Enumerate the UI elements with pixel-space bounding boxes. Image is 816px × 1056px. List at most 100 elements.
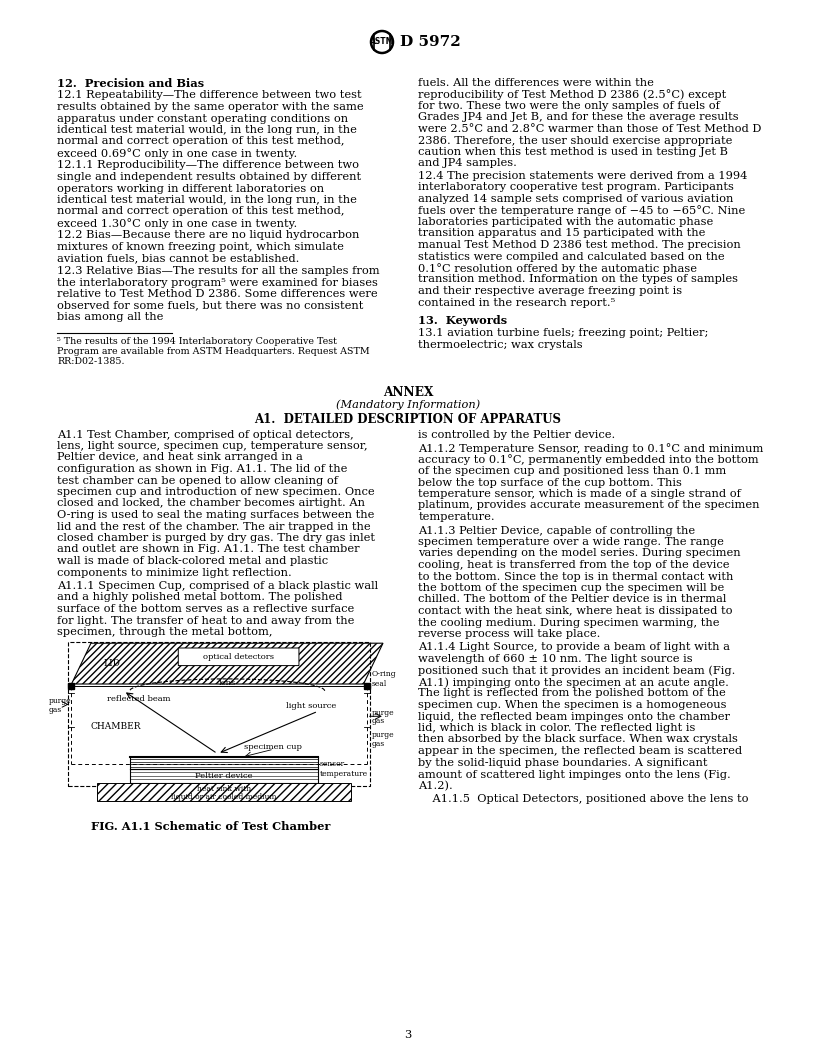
Text: and JP4 samples.: and JP4 samples. [419, 158, 517, 169]
Text: cooling, heat is transferred from the top of the device: cooling, heat is transferred from the to… [419, 560, 730, 570]
Text: the bottom of the specimen cup the specimen will be: the bottom of the specimen cup the speci… [419, 583, 725, 593]
Text: single and independent results obtained by different: single and independent results obtained … [57, 172, 361, 182]
Text: Grades JP4 and Jet B, and for these the average results: Grades JP4 and Jet B, and for these the … [419, 113, 739, 122]
Text: light source: light source [286, 702, 336, 710]
Text: (Mandatory Information): (Mandatory Information) [336, 399, 480, 410]
Text: 12.1.1 Reproducibility—The difference between two: 12.1.1 Reproducibility—The difference be… [57, 161, 359, 170]
Text: operators working in different laboratories on: operators working in different laborator… [57, 184, 324, 193]
Text: A1.1) impinging onto the specimen at an acute angle.: A1.1) impinging onto the specimen at an … [419, 677, 730, 687]
Text: appear in the specimen, the reflected beam is scattered: appear in the specimen, the reflected be… [419, 746, 743, 756]
Text: specimen cup and introduction of new specimen. Once: specimen cup and introduction of new spe… [57, 487, 375, 497]
Text: 12.2 Bias—Because there are no liquid hydrocarbon: 12.2 Bias—Because there are no liquid hy… [57, 230, 359, 241]
Text: gas: gas [372, 717, 385, 725]
Text: A1.1 Test Chamber, comprised of optical detectors,: A1.1 Test Chamber, comprised of optical … [57, 430, 354, 439]
Text: fuels. All the differences were within the: fuels. All the differences were within t… [419, 78, 654, 88]
Text: 12.1 Repeatability—The difference between two test: 12.1 Repeatability—The difference betwee… [57, 91, 361, 100]
Text: 13.  Keywords: 13. Keywords [419, 315, 508, 326]
Text: liquid, the reflected beam impinges onto the chamber: liquid, the reflected beam impinges onto… [419, 712, 730, 721]
Text: lid, which is black in color. The reflected light is: lid, which is black in color. The reflec… [419, 723, 696, 733]
Text: varies depending on the model series. During specimen: varies depending on the model series. Du… [419, 548, 741, 559]
Text: relative to Test Method D 2386. Some differences were: relative to Test Method D 2386. Some dif… [57, 289, 378, 299]
Text: 12.4 The precision statements were derived from a 1994: 12.4 The precision statements were deriv… [419, 171, 748, 181]
Text: A1.1.4 Light Source, to provide a beam of light with a: A1.1.4 Light Source, to provide a beam o… [419, 642, 730, 653]
Text: wavelength of 660 ± 10 nm. The light source is: wavelength of 660 ± 10 nm. The light sou… [419, 654, 693, 664]
Bar [130, 769, 318, 782]
Text: 0.1°C resolution offered by the automatic phase: 0.1°C resolution offered by the automati… [419, 263, 698, 274]
Text: FIG. A1.1 Schematic of Test Chamber: FIG. A1.1 Schematic of Test Chamber [91, 822, 330, 832]
Text: ANNEX: ANNEX [383, 386, 433, 399]
Text: the cooling medium. During specimen warming, the: the cooling medium. During specimen warm… [419, 618, 720, 627]
Text: accuracy to 0.1°C, permanently embedded into the bottom: accuracy to 0.1°C, permanently embedded … [419, 454, 759, 466]
Text: temperature sensor, which is made of a single strand of: temperature sensor, which is made of a s… [419, 489, 742, 499]
Text: reflected beam: reflected beam [107, 695, 171, 703]
Text: of the specimen cup and positioned less than 0.1 mm: of the specimen cup and positioned less … [419, 466, 727, 476]
Text: interlaboratory cooperative test program. Participants: interlaboratory cooperative test program… [419, 183, 734, 192]
Text: and their respective average freezing point is: and their respective average freezing po… [419, 286, 683, 296]
Text: for light. The transfer of heat to and away from the: for light. The transfer of heat to and a… [57, 616, 354, 625]
Text: apparatus under constant operating conditions on: apparatus under constant operating condi… [57, 113, 348, 124]
Text: reproducibility of Test Method D 2386 (2.5°C) except: reproducibility of Test Method D 2386 (2… [419, 90, 727, 100]
Text: transition apparatus and 15 participated with the: transition apparatus and 15 participated… [419, 228, 706, 239]
Text: normal and correct operation of this test method,: normal and correct operation of this tes… [57, 136, 344, 147]
Text: identical test material would, in the long run, in the: identical test material would, in the lo… [57, 125, 357, 135]
Text: closed and locked, the chamber becomes airtight. An: closed and locked, the chamber becomes a… [57, 498, 365, 509]
Text: by the solid-liquid phase boundaries. A significant: by the solid-liquid phase boundaries. A … [419, 757, 708, 768]
Text: optical detectors: optical detectors [203, 653, 274, 661]
Text: exceed 1.30°C only in one case in twenty.: exceed 1.30°C only in one case in twenty… [57, 218, 297, 229]
Text: to the bottom. Since the top is in thermal contact with: to the bottom. Since the top is in therm… [419, 571, 734, 582]
Text: fuels over the temperature range of −45 to −65°C. Nine: fuels over the temperature range of −45 … [419, 206, 746, 216]
Text: CHAMBER: CHAMBER [91, 722, 141, 731]
Text: ⁵ The results of the 1994 Interlaboratory Cooperative Test: ⁵ The results of the 1994 Interlaborator… [57, 338, 337, 346]
Text: statistics were compiled and calculated based on the: statistics were compiled and calculated … [419, 251, 725, 262]
Text: A1.2).: A1.2). [419, 780, 453, 791]
Text: bias among all the: bias among all the [57, 312, 163, 322]
Text: results obtained by the same operator with the same: results obtained by the same operator wi… [57, 102, 364, 112]
Text: D 5972: D 5972 [400, 35, 461, 49]
Text: liquid or air cooled medium: liquid or air cooled medium [171, 793, 277, 800]
Text: aviation fuels, bias cannot be established.: aviation fuels, bias cannot be establish… [57, 253, 299, 264]
Text: gas: gas [49, 705, 62, 714]
Text: positioned such that it provides an incident beam (Fig.: positioned such that it provides an inci… [419, 665, 736, 676]
Text: then absorbed by the black surface. When wax crystals: then absorbed by the black surface. When… [419, 735, 738, 744]
Text: identical test material would, in the long run, in the: identical test material would, in the lo… [57, 195, 357, 205]
Text: analyzed 14 sample sets comprised of various aviation: analyzed 14 sample sets comprised of var… [419, 194, 734, 204]
Text: sensor: sensor [320, 760, 345, 768]
Text: mixtures of known freezing point, which simulate: mixtures of known freezing point, which … [57, 242, 344, 252]
Polygon shape [97, 782, 351, 802]
Text: temperature.: temperature. [419, 512, 495, 522]
Text: lens: lens [219, 679, 236, 686]
Text: purge: purge [372, 709, 394, 717]
Text: observed for some fuels, but there was no consistent: observed for some fuels, but there was n… [57, 301, 363, 310]
Text: specimen cup: specimen cup [244, 743, 302, 751]
Text: purge: purge [49, 697, 72, 705]
Text: 3: 3 [405, 1030, 411, 1040]
Text: specimen temperature over a wide range. The range: specimen temperature over a wide range. … [419, 538, 725, 547]
Text: A1.1.2 Temperature Sensor, reading to 0.1°C and minimum: A1.1.2 Temperature Sensor, reading to 0.… [419, 444, 764, 454]
Text: Program are available from ASTM Headquarters. Request ASTM: Program are available from ASTM Headquar… [57, 347, 370, 356]
Text: wall is made of black-colored metal and plastic: wall is made of black-colored metal and … [57, 557, 328, 566]
Text: the interlaboratory program⁵ were examined for biases: the interlaboratory program⁵ were examin… [57, 278, 378, 287]
Text: specimen, through the metal bottom,: specimen, through the metal bottom, [57, 627, 273, 637]
Text: lid and the rest of the chamber. The air trapped in the: lid and the rest of the chamber. The air… [57, 522, 370, 531]
Text: A1.  DETAILED DESCRIPTION OF APPARATUS: A1. DETAILED DESCRIPTION OF APPARATUS [255, 413, 561, 426]
Text: Peltier device: Peltier device [195, 772, 253, 779]
Text: A1.1.1 Specimen Cup, comprised of a black plastic wall: A1.1.1 Specimen Cup, comprised of a blac… [57, 581, 378, 591]
Text: normal and correct operation of this test method,: normal and correct operation of this tes… [57, 207, 344, 216]
Text: LID: LID [104, 659, 121, 668]
Text: components to minimize light reflection.: components to minimize light reflection. [57, 567, 292, 578]
Text: transition method. Information on the types of samples: transition method. Information on the ty… [419, 275, 738, 284]
Text: 12.3 Relative Bias—The results for all the samples from: 12.3 Relative Bias—The results for all t… [57, 266, 379, 276]
Text: configuration as shown in Fig. A1.1. The lid of the: configuration as shown in Fig. A1.1. The… [57, 464, 348, 474]
Text: and outlet are shown in Fig. A1.1. The test chamber: and outlet are shown in Fig. A1.1. The t… [57, 545, 360, 554]
Text: were 2.5°C and 2.8°C warmer than those of Test Method D: were 2.5°C and 2.8°C warmer than those o… [419, 124, 762, 134]
FancyBboxPatch shape [178, 648, 299, 665]
Text: contained in the research report.⁵: contained in the research report.⁵ [419, 298, 616, 307]
Text: for two. These two were the only samples of fuels of: for two. These two were the only samples… [419, 101, 721, 111]
Text: purge: purge [372, 731, 394, 739]
Text: O-ring
seal: O-ring seal [372, 671, 397, 687]
Text: 13.1 aviation turbine fuels; freezing point; Peltier;: 13.1 aviation turbine fuels; freezing po… [419, 328, 709, 339]
Text: Peltier device, and heat sink arranged in a: Peltier device, and heat sink arranged i… [57, 453, 303, 463]
Text: ASTM: ASTM [370, 38, 394, 46]
Bar [69, 641, 370, 786]
Text: caution when this test method is used in testing Jet B: caution when this test method is used in… [419, 147, 729, 157]
